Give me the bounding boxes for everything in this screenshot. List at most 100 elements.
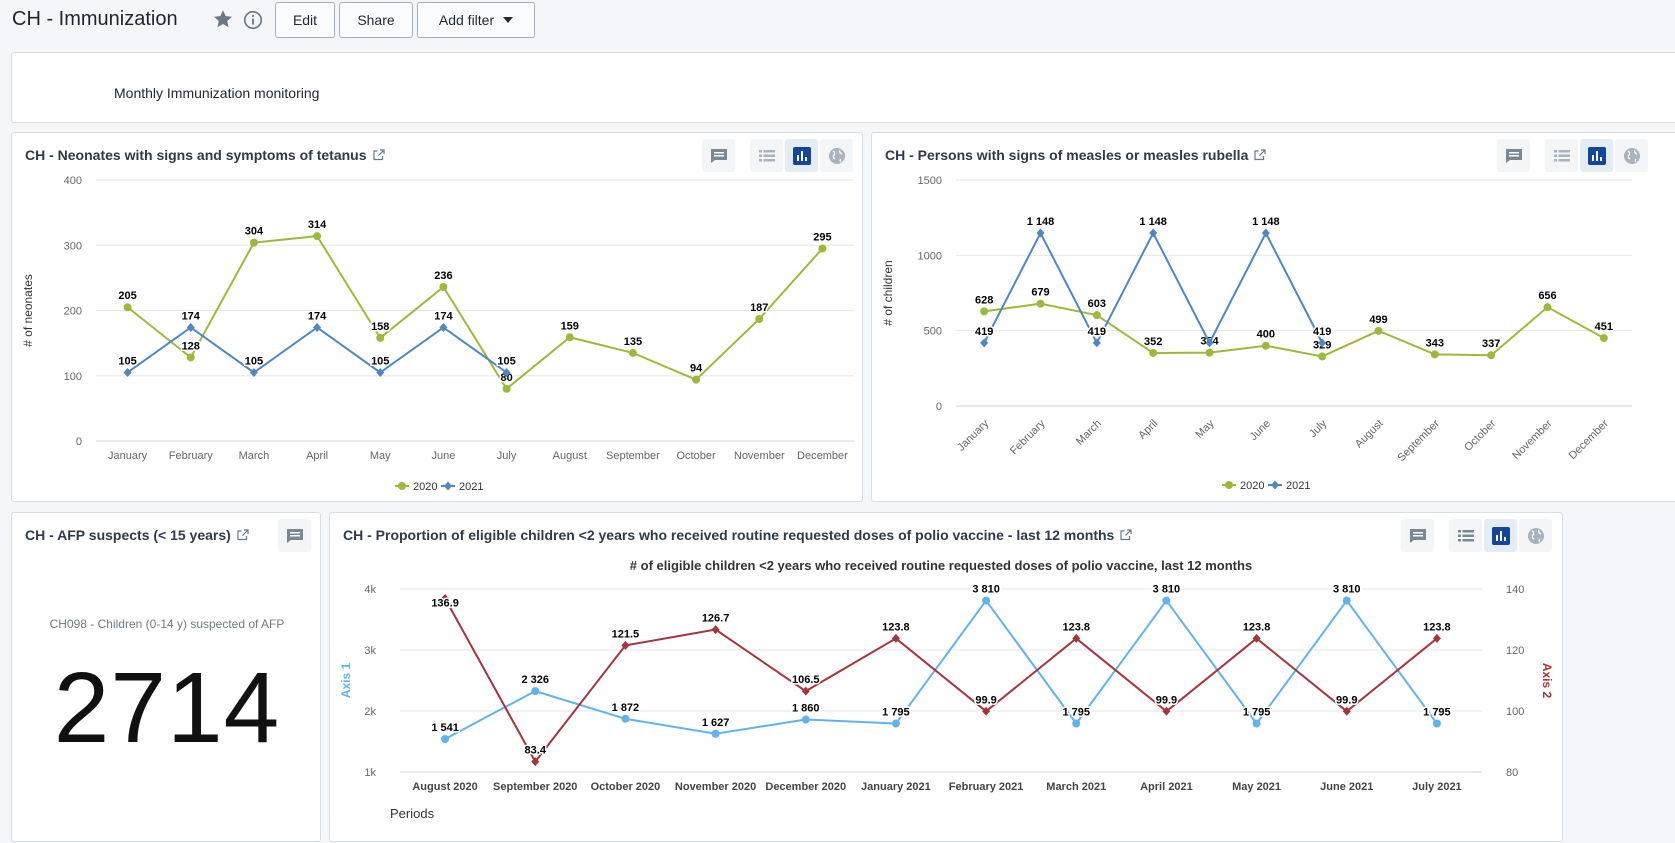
caret-down-icon xyxy=(503,17,514,23)
polio-card-title[interactable]: CH - Proportion of eligible children <2 … xyxy=(343,527,1132,543)
view-chart-button[interactable] xyxy=(1580,139,1613,172)
data-point[interactable] xyxy=(565,333,574,342)
y2-tick-label: 140 xyxy=(1506,584,1524,596)
data-point[interactable] xyxy=(980,307,989,316)
data-point[interactable] xyxy=(1205,348,1214,357)
interpretations-button[interactable] xyxy=(702,139,735,172)
table-icon xyxy=(1553,149,1570,161)
afp-card: CH - AFP suspects (< 15 years) CH098 - C… xyxy=(11,512,321,842)
star-icon[interactable] xyxy=(212,8,234,30)
share-button-label: Share xyxy=(357,12,395,28)
data-label: 1 148 xyxy=(1139,216,1167,228)
data-point[interactable] xyxy=(1599,334,1608,343)
data-label: 1 148 xyxy=(1252,216,1280,228)
data-point[interactable] xyxy=(1318,352,1327,361)
data-point xyxy=(1432,633,1441,643)
add-filter-button[interactable]: Add filter xyxy=(417,2,535,38)
view-table-button[interactable] xyxy=(1545,139,1578,172)
interpretations-button[interactable] xyxy=(278,519,311,552)
data-point[interactable] xyxy=(891,719,900,728)
data-point xyxy=(1092,338,1101,348)
external-link-icon[interactable] xyxy=(237,529,249,541)
data-point[interactable] xyxy=(1543,303,1552,312)
data-point[interactable] xyxy=(1149,348,1158,357)
polio-chart: # of eligible children <2 years who rece… xyxy=(339,558,1554,821)
x-axis-label: Periods xyxy=(390,806,435,821)
tetanus-card-title[interactable]: CH - Neonates with signs and symptoms of… xyxy=(25,147,385,163)
legend-label[interactable]: 2021 xyxy=(459,481,483,493)
interpretations-button[interactable] xyxy=(1401,519,1434,552)
x-tick-label: December xyxy=(1567,417,1612,462)
data-point[interactable] xyxy=(755,314,764,323)
x-tick-label: May xyxy=(1193,417,1217,441)
x-tick-label: March 2021 xyxy=(1046,781,1106,793)
data-point[interactable] xyxy=(621,714,630,723)
x-tick-label: July xyxy=(1307,417,1330,440)
comment-icon xyxy=(1505,148,1522,163)
y-tick-label: 100 xyxy=(64,371,82,383)
y-axis-label: # of children xyxy=(881,260,895,325)
data-label: 3 810 xyxy=(1153,584,1181,596)
external-link-icon[interactable] xyxy=(372,149,385,161)
table-icon xyxy=(758,149,775,161)
data-point[interactable] xyxy=(439,283,448,292)
view-chart-button[interactable] xyxy=(1484,519,1517,552)
data-point[interactable] xyxy=(531,687,540,696)
data-point[interactable] xyxy=(692,375,701,384)
data-point[interactable] xyxy=(376,333,385,342)
data-point[interactable] xyxy=(441,734,450,743)
view-map-button[interactable] xyxy=(820,139,853,172)
data-point[interactable] xyxy=(1432,719,1441,728)
x-tick-label: December 2020 xyxy=(765,781,846,793)
data-label: 128 xyxy=(182,340,200,352)
data-point[interactable] xyxy=(123,303,132,312)
view-table-button[interactable] xyxy=(1449,519,1482,552)
external-link-icon[interactable] xyxy=(1254,149,1266,161)
share-button[interactable]: Share xyxy=(339,2,413,38)
data-point[interactable] xyxy=(1036,299,1045,308)
measles-card-title[interactable]: CH - Persons with signs of measles or me… xyxy=(885,147,1266,163)
data-point[interactable] xyxy=(1092,311,1101,320)
data-point[interactable] xyxy=(801,715,810,724)
data-point xyxy=(1036,228,1045,238)
data-point[interactable] xyxy=(502,384,511,393)
view-table-button[interactable] xyxy=(750,139,783,172)
data-point[interactable] xyxy=(1072,719,1081,728)
data-point xyxy=(1149,228,1158,238)
data-point[interactable] xyxy=(628,348,637,357)
x-tick-label: July xyxy=(497,450,517,462)
legend-label[interactable]: 2020 xyxy=(1240,480,1264,492)
data-point[interactable] xyxy=(1342,596,1351,605)
legend-marker xyxy=(444,481,452,491)
data-point[interactable] xyxy=(186,353,195,362)
data-point[interactable] xyxy=(249,238,258,247)
data-point[interactable] xyxy=(1487,351,1496,360)
x-tick-label: March xyxy=(1074,418,1104,448)
view-map-button[interactable] xyxy=(1615,139,1648,172)
data-point[interactable] xyxy=(711,729,720,738)
text-item: Monthly Immunization monitoring xyxy=(11,52,1675,123)
data-point[interactable] xyxy=(818,244,827,253)
legend-label[interactable]: 2020 xyxy=(413,481,437,493)
data-point[interactable] xyxy=(982,596,991,605)
external-link-icon[interactable] xyxy=(1120,529,1132,541)
interpretations-button[interactable] xyxy=(1497,139,1530,172)
edit-button[interactable]: Edit xyxy=(275,2,335,38)
afp-card-title[interactable]: CH - AFP suspects (< 15 years) xyxy=(25,527,249,543)
data-point[interactable] xyxy=(1430,350,1439,359)
info-icon[interactable] xyxy=(242,9,264,31)
data-point[interactable] xyxy=(1252,719,1261,728)
data-point[interactable] xyxy=(313,232,322,241)
view-map-button[interactable] xyxy=(1519,519,1552,552)
data-point[interactable] xyxy=(1162,596,1171,605)
series-line-axis2 xyxy=(444,597,1438,764)
tetanus-card: CH - Neonates with signs and symptoms of… xyxy=(11,132,863,502)
data-point[interactable] xyxy=(1261,341,1270,350)
legend-label[interactable]: 2021 xyxy=(1286,480,1310,492)
legend-marker xyxy=(398,482,406,490)
data-label: 1 627 xyxy=(702,717,730,729)
data-point[interactable] xyxy=(1374,326,1383,335)
view-chart-button[interactable] xyxy=(785,139,818,172)
x-tick-label: November xyxy=(1510,417,1555,462)
x-tick-label: March xyxy=(239,450,270,462)
